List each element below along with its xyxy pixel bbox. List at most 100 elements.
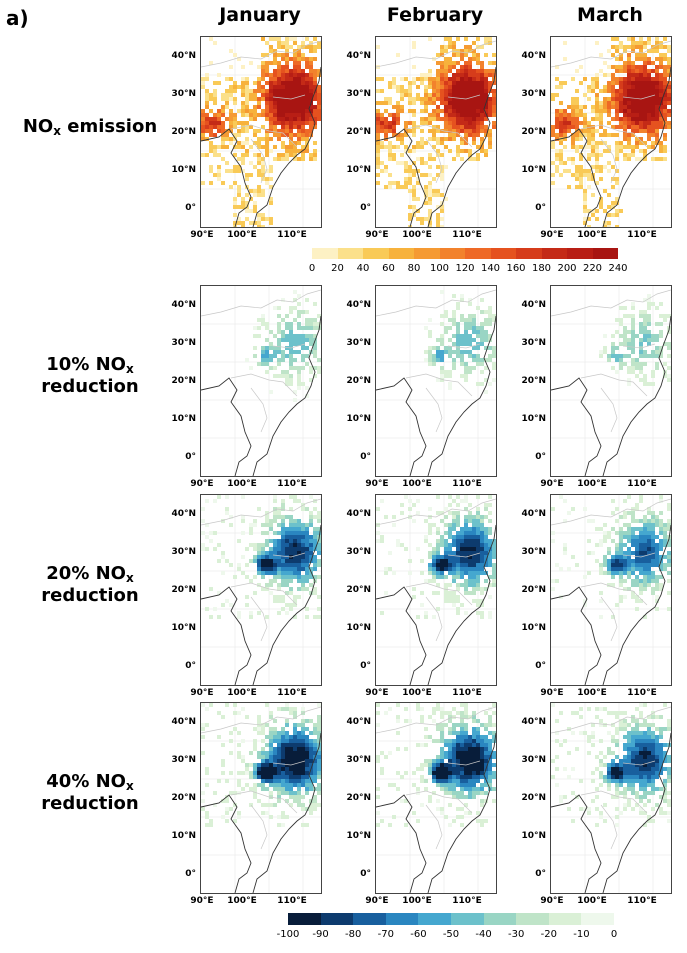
colorbar-tick-label: 140 bbox=[480, 263, 501, 274]
colorbar-swatch bbox=[465, 248, 491, 259]
lon-tick-label: 100°E bbox=[577, 230, 607, 240]
lon-tick-label: 110°E bbox=[452, 688, 482, 698]
map-2-january bbox=[200, 285, 322, 477]
lat-tick-label: 30°N bbox=[521, 547, 546, 557]
lat-tick-label: 20°N bbox=[346, 793, 371, 803]
map-3-january bbox=[200, 494, 322, 686]
map-canvas bbox=[551, 37, 671, 227]
lon-tick-label: 100°E bbox=[402, 230, 432, 240]
lon-tick-label: 90°E bbox=[540, 479, 564, 489]
lat-tick-label: 20°N bbox=[171, 127, 196, 137]
lon-tick-label: 110°E bbox=[452, 479, 482, 489]
lon-tick-label: 100°E bbox=[577, 896, 607, 906]
colorbar-tick-label: 200 bbox=[557, 263, 577, 274]
lat-tick-label: 20°N bbox=[346, 127, 371, 137]
lon-tick-label: 100°E bbox=[577, 479, 607, 489]
lat-tick-label: 30°N bbox=[521, 338, 546, 348]
lat-tick-label: 40°N bbox=[171, 51, 196, 61]
lat-tick-label: 40°N bbox=[346, 509, 371, 519]
lat-tick-label: 0° bbox=[535, 661, 546, 671]
lat-tick-label: 0° bbox=[185, 661, 196, 671]
colorbar-tick-label: 160 bbox=[506, 263, 526, 274]
lon-tick-label: 90°E bbox=[190, 230, 214, 240]
lat-tick-label: 0° bbox=[360, 203, 371, 213]
lat-tick-label: 0° bbox=[360, 661, 371, 671]
lat-tick-label: 10°N bbox=[521, 414, 546, 424]
lon-tick-label: 90°E bbox=[365, 896, 389, 906]
map-2-march bbox=[550, 285, 672, 477]
colorbar-swatch bbox=[483, 913, 517, 925]
lon-tick-label: 110°E bbox=[627, 896, 657, 906]
map-canvas bbox=[376, 37, 496, 227]
map-3-february bbox=[375, 494, 497, 686]
lat-tick-label: 20°N bbox=[521, 585, 546, 595]
lat-tick-label: 0° bbox=[185, 203, 196, 213]
lat-tick-label: 0° bbox=[185, 869, 196, 879]
map-1-march bbox=[550, 36, 672, 228]
colorbar-swatch bbox=[385, 913, 419, 925]
lat-tick-label: 0° bbox=[535, 203, 546, 213]
colorbar-tick-label: -70 bbox=[377, 929, 394, 940]
lat-tick-label: 10°N bbox=[171, 831, 196, 841]
map-canvas bbox=[376, 495, 496, 685]
lat-tick-label: 40°N bbox=[171, 717, 196, 727]
lat-tick-label: 20°N bbox=[521, 793, 546, 803]
lon-tick-label: 90°E bbox=[540, 896, 564, 906]
lat-tick-label: 40°N bbox=[521, 509, 546, 519]
lon-tick-label: 110°E bbox=[452, 896, 482, 906]
colorbar-swatch bbox=[450, 913, 484, 925]
map-4-march bbox=[550, 702, 672, 894]
colorbar-swatch bbox=[516, 913, 549, 925]
map-canvas bbox=[201, 703, 321, 893]
colorbar-swatch bbox=[312, 248, 338, 259]
lon-tick-label: 90°E bbox=[365, 688, 389, 698]
lon-tick-label: 100°E bbox=[227, 230, 257, 240]
map-canvas bbox=[201, 37, 321, 227]
colorbar-tick-label: -60 bbox=[410, 929, 427, 940]
colorbar-tick-label: -80 bbox=[345, 929, 362, 940]
lat-tick-label: 40°N bbox=[521, 717, 546, 727]
colorbar-swatch bbox=[439, 248, 465, 259]
lat-tick-label: 0° bbox=[185, 452, 196, 462]
lat-tick-label: 0° bbox=[360, 452, 371, 462]
colorbar-swatch bbox=[320, 913, 354, 925]
lat-tick-label: 10°N bbox=[521, 623, 546, 633]
lat-tick-label: 40°N bbox=[346, 300, 371, 310]
lat-tick-label: 10°N bbox=[171, 165, 196, 175]
lon-tick-label: 100°E bbox=[227, 896, 257, 906]
lat-tick-label: 30°N bbox=[346, 547, 371, 557]
colorbar-tick-label: -20 bbox=[540, 929, 557, 940]
lat-tick-label: 0° bbox=[360, 869, 371, 879]
colorbar-swatch bbox=[541, 248, 567, 259]
colorbar-tick-label: 220 bbox=[582, 263, 603, 274]
lat-tick-label: 30°N bbox=[171, 89, 196, 99]
map-1-february bbox=[375, 36, 497, 228]
lat-tick-label: 30°N bbox=[521, 89, 546, 99]
colorbar-swatch bbox=[414, 248, 440, 259]
lat-tick-label: 30°N bbox=[346, 755, 371, 765]
map-canvas bbox=[376, 703, 496, 893]
colorbar-swatch bbox=[337, 248, 363, 259]
map-4-january bbox=[200, 702, 322, 894]
lon-tick-label: 100°E bbox=[227, 479, 257, 489]
lat-tick-label: 20°N bbox=[346, 376, 371, 386]
panel-label: a) bbox=[6, 6, 29, 30]
lon-tick-label: 100°E bbox=[402, 479, 432, 489]
colorbar-swatch bbox=[592, 248, 618, 259]
lat-tick-label: 40°N bbox=[171, 300, 196, 310]
lat-tick-label: 10°N bbox=[521, 165, 546, 175]
row-label-2: 10% NOx reduction bbox=[41, 354, 139, 397]
lon-tick-label: 90°E bbox=[190, 479, 214, 489]
colorbar-swatch bbox=[516, 248, 542, 259]
column-header-february: February bbox=[386, 4, 484, 26]
lat-tick-label: 30°N bbox=[521, 755, 546, 765]
colorbar-tick-label: 20 bbox=[331, 263, 344, 274]
lat-tick-label: 10°N bbox=[346, 623, 371, 633]
lon-tick-label: 110°E bbox=[452, 230, 482, 240]
lon-tick-label: 110°E bbox=[627, 688, 657, 698]
colorbar-swatch bbox=[490, 248, 516, 259]
lon-tick-label: 100°E bbox=[402, 688, 432, 698]
lon-tick-label: 90°E bbox=[190, 688, 214, 698]
colorbar-tick-label: 80 bbox=[407, 263, 421, 274]
lat-tick-label: 10°N bbox=[171, 414, 196, 424]
